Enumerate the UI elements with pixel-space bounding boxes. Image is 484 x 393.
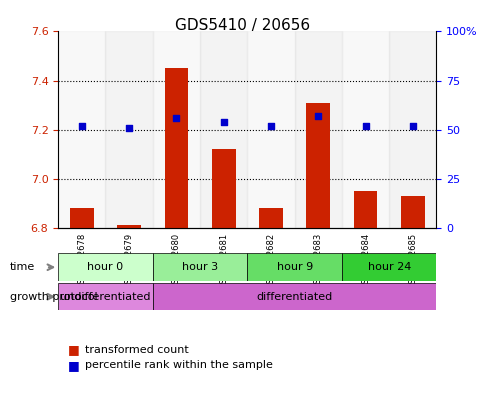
FancyBboxPatch shape [58,253,152,281]
Point [172,115,180,121]
Point [78,123,86,129]
Text: time: time [10,262,35,272]
Text: hour 9: hour 9 [276,262,312,272]
Bar [117,226,141,228]
Point [314,113,321,119]
Point [219,119,227,125]
FancyBboxPatch shape [152,253,247,281]
Bar [258,208,282,228]
Bar [400,196,424,228]
Bar [212,149,235,228]
Text: hour 3: hour 3 [182,262,218,272]
FancyBboxPatch shape [247,253,341,281]
Bar [58,31,105,228]
Text: ■: ■ [68,359,79,372]
Point [267,123,274,129]
Point [408,123,416,129]
Bar [70,208,93,228]
Bar [152,31,199,228]
FancyBboxPatch shape [152,283,436,310]
Bar [388,31,436,228]
Text: differentiated: differentiated [256,292,332,302]
Text: undifferentiated: undifferentiated [60,292,151,302]
Bar [164,68,188,228]
Bar [247,31,294,228]
Bar [294,31,341,228]
Text: percentile rank within the sample: percentile rank within the sample [85,360,272,371]
Text: hour 24: hour 24 [367,262,410,272]
Bar [341,31,388,228]
Text: transformed count: transformed count [85,345,188,355]
Text: ■: ■ [68,343,79,356]
Text: GDS5410 / 20656: GDS5410 / 20656 [175,18,309,33]
Text: hour 0: hour 0 [87,262,123,272]
Bar [306,103,330,228]
Bar [105,31,152,228]
FancyBboxPatch shape [58,283,152,310]
Bar [353,191,377,228]
FancyBboxPatch shape [341,253,436,281]
Bar [199,31,247,228]
Point [125,125,133,131]
Text: growth protocol: growth protocol [10,292,97,302]
Point [361,123,369,129]
